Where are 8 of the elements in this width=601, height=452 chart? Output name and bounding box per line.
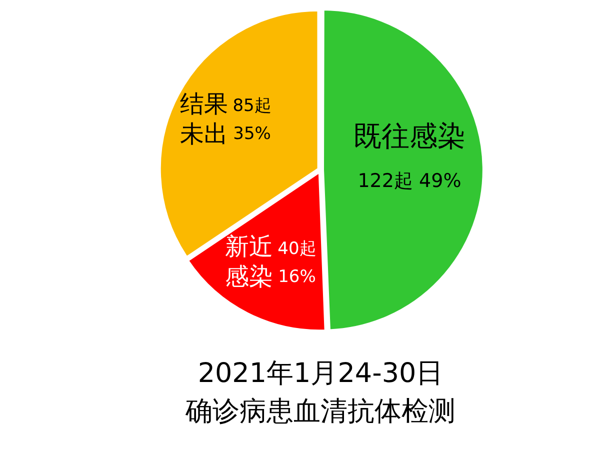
slice-label: 既往感染: [353, 120, 466, 153]
data-label: 122起 49%: [358, 170, 462, 192]
data-label: 40起 16%: [278, 238, 316, 287]
slice-label: 结果未出: [180, 90, 228, 148]
text: 2021年1月24-30日: [198, 358, 444, 389]
data-label: 85起 35%: [232, 96, 272, 144]
slice-label: 新近感染: [224, 232, 273, 291]
text: 确诊病患血清抗体检测: [184, 396, 456, 427]
